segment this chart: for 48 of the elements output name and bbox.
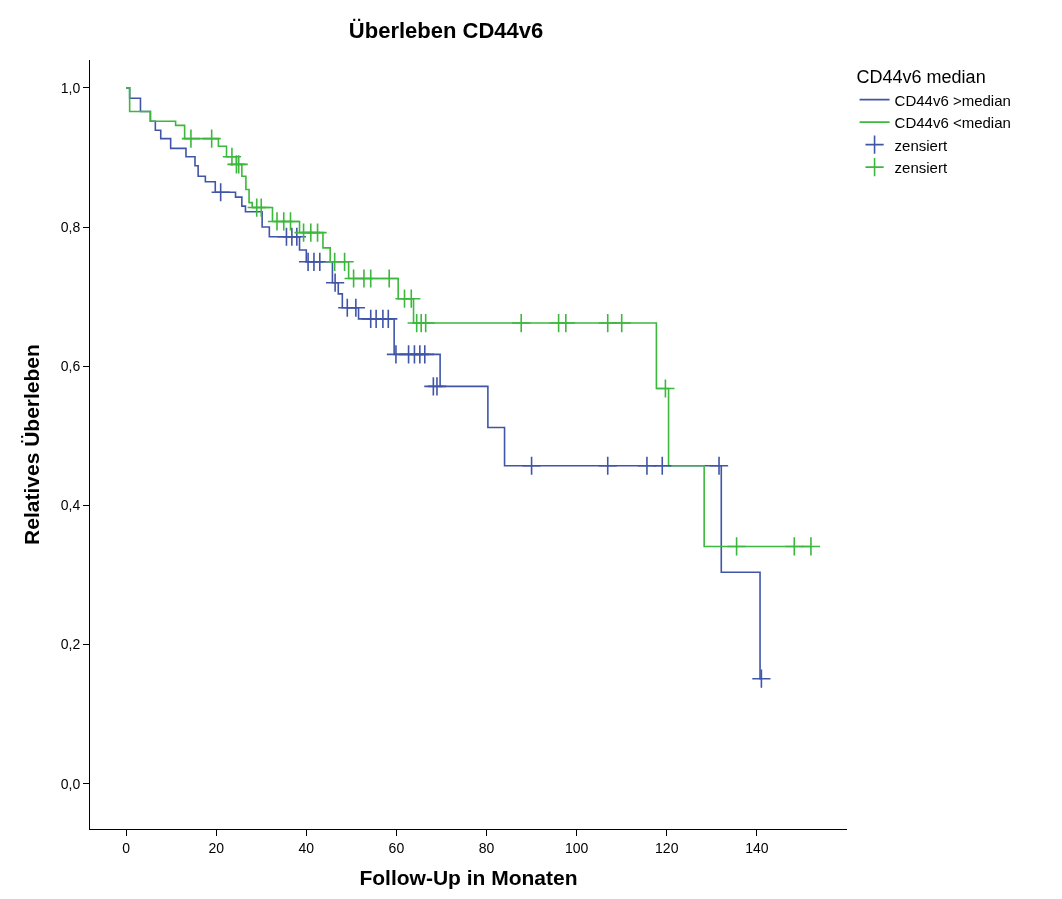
legend-label: CD44v6 <median (894, 114, 1011, 131)
point (655, 378, 676, 399)
x-tick-label: 40 (298, 839, 315, 856)
y-axis-title: Relatives Überleben (19, 344, 43, 545)
point (345, 297, 366, 318)
x-tick-label: 120 (655, 839, 679, 856)
point (201, 128, 222, 149)
x-tick-label: 60 (388, 839, 405, 856)
y-tick-label: 0,2 (60, 636, 81, 653)
point (521, 455, 542, 476)
point (286, 226, 307, 247)
point (210, 182, 231, 203)
point (726, 536, 747, 557)
point (280, 211, 301, 232)
point (511, 313, 532, 333)
point (360, 268, 381, 289)
point (555, 313, 576, 333)
legend-label: zensiert (894, 159, 948, 176)
chart-title: Überleben CD44v6 (348, 17, 544, 43)
x-tick-label: 0 (122, 839, 131, 856)
y-tick-label: 0,0 (60, 775, 81, 792)
y-tick-label: 0,4 (60, 497, 81, 514)
y-tick-label: 0,8 (60, 218, 81, 235)
point (307, 222, 328, 243)
point (709, 455, 729, 476)
point (379, 268, 400, 289)
legend-label: zensiert (894, 136, 948, 154)
x-axis-title: Follow-Up in Monaten (359, 866, 578, 889)
legend-label: CD44v6 >median (894, 91, 1011, 109)
point (801, 536, 821, 557)
x-tick-label: 80 (478, 839, 495, 856)
point (751, 668, 772, 689)
legend-title: CD44v6 median (856, 67, 986, 88)
y-tick-label: 0,6 (60, 358, 81, 375)
point (784, 536, 805, 557)
x-tick-label: 100 (564, 839, 589, 856)
point (652, 455, 673, 476)
y-tick-label: 1,0 (60, 79, 81, 96)
point (414, 344, 435, 365)
point (251, 197, 272, 218)
point (401, 288, 422, 309)
point (597, 455, 618, 476)
x-tick-label: 20 (208, 839, 225, 856)
point (611, 313, 632, 333)
point (181, 128, 201, 149)
point (325, 272, 346, 293)
point (334, 251, 355, 272)
x-tick-label: 140 (745, 839, 769, 856)
